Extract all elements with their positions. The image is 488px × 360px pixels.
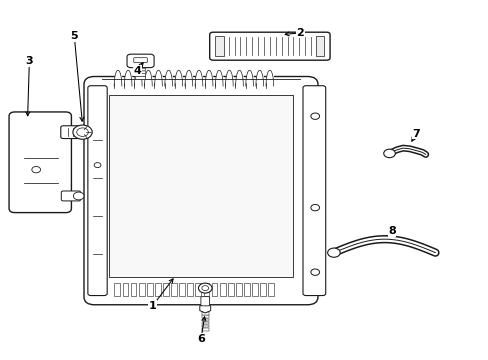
Bar bbox=[187, 283, 193, 296]
Circle shape bbox=[327, 248, 340, 257]
Bar bbox=[139, 283, 144, 296]
Bar bbox=[235, 283, 241, 296]
Bar bbox=[195, 283, 201, 296]
Circle shape bbox=[73, 125, 92, 139]
FancyBboxPatch shape bbox=[136, 77, 145, 79]
FancyBboxPatch shape bbox=[9, 112, 71, 213]
Circle shape bbox=[73, 192, 84, 200]
Text: 3: 3 bbox=[25, 56, 33, 66]
Text: 1: 1 bbox=[148, 301, 156, 311]
Bar bbox=[203, 283, 209, 296]
Bar bbox=[227, 283, 233, 296]
Bar bbox=[130, 283, 136, 296]
Circle shape bbox=[198, 283, 212, 293]
FancyBboxPatch shape bbox=[136, 68, 145, 71]
Bar bbox=[244, 283, 249, 296]
Bar bbox=[202, 328, 208, 330]
Bar bbox=[163, 283, 168, 296]
FancyBboxPatch shape bbox=[61, 126, 86, 139]
FancyBboxPatch shape bbox=[303, 86, 325, 296]
Text: 2: 2 bbox=[296, 28, 304, 38]
Text: 4: 4 bbox=[133, 66, 141, 76]
Bar bbox=[202, 322, 208, 324]
FancyBboxPatch shape bbox=[136, 65, 145, 68]
Circle shape bbox=[310, 269, 319, 275]
FancyBboxPatch shape bbox=[136, 71, 145, 74]
Bar bbox=[268, 283, 274, 296]
Bar bbox=[109, 95, 292, 278]
Circle shape bbox=[202, 285, 208, 291]
Bar bbox=[252, 283, 257, 296]
FancyBboxPatch shape bbox=[136, 74, 145, 77]
Bar bbox=[219, 283, 225, 296]
Circle shape bbox=[310, 204, 319, 211]
Text: 8: 8 bbox=[387, 226, 395, 237]
Circle shape bbox=[310, 113, 319, 120]
FancyBboxPatch shape bbox=[134, 58, 147, 63]
Bar bbox=[114, 283, 120, 296]
Bar bbox=[202, 312, 208, 315]
Bar bbox=[179, 283, 184, 296]
FancyBboxPatch shape bbox=[84, 77, 317, 305]
Bar bbox=[202, 315, 208, 318]
Text: 5: 5 bbox=[70, 31, 78, 41]
Text: 6: 6 bbox=[197, 334, 204, 344]
Circle shape bbox=[94, 163, 101, 168]
Bar bbox=[202, 319, 208, 321]
FancyBboxPatch shape bbox=[88, 86, 107, 296]
Bar bbox=[171, 283, 177, 296]
Bar bbox=[215, 36, 223, 56]
Bar bbox=[315, 36, 324, 56]
Bar bbox=[155, 283, 161, 296]
FancyBboxPatch shape bbox=[201, 297, 209, 306]
FancyBboxPatch shape bbox=[61, 191, 81, 201]
Bar bbox=[211, 283, 217, 296]
Circle shape bbox=[32, 166, 41, 173]
Bar bbox=[202, 325, 208, 328]
Text: 7: 7 bbox=[411, 129, 419, 139]
Bar bbox=[122, 283, 128, 296]
FancyBboxPatch shape bbox=[127, 54, 154, 68]
Bar bbox=[146, 283, 152, 296]
FancyBboxPatch shape bbox=[209, 32, 329, 60]
Circle shape bbox=[383, 149, 394, 158]
Circle shape bbox=[77, 128, 88, 136]
Bar bbox=[260, 283, 265, 296]
